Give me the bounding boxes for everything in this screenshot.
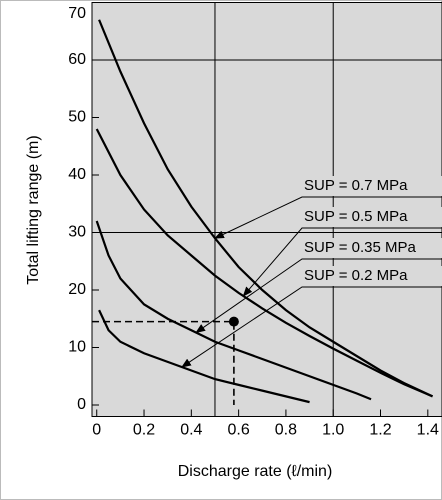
x-tick-label: 1.2 <box>369 422 391 439</box>
x-tick-label: 0 <box>92 422 101 439</box>
x-axis-title: Discharge rate (ℓ/min) <box>178 463 333 480</box>
y-tick-label: 50 <box>68 109 86 126</box>
x-tick-label: 1.4 <box>417 422 439 439</box>
series-label: SUP = 0.7 MPa <box>304 177 408 194</box>
y-tick-label: 40 <box>68 166 86 183</box>
x-tick-label: 1.0 <box>322 422 344 439</box>
x-tick-label: 0.2 <box>133 422 155 439</box>
y-axis-title: Total lifting range (m) <box>25 135 42 284</box>
label-bg <box>302 176 442 196</box>
series-line <box>95 220 372 401</box>
x-tick-label: 0.6 <box>227 422 249 439</box>
leader-arrow <box>195 258 442 334</box>
label-bg <box>302 207 442 227</box>
series-line <box>95 128 433 398</box>
series-line <box>98 309 310 404</box>
marker-point <box>228 316 239 327</box>
leader-arrow <box>242 227 442 297</box>
y-tick-label: 60 <box>68 51 86 68</box>
leader-arrow <box>181 286 442 368</box>
series-line <box>98 19 434 398</box>
y-tick-label: 30 <box>68 224 86 241</box>
x-tick-label: 0.4 <box>180 422 202 439</box>
y-tick-label: 0 <box>77 396 86 413</box>
y-tick-label: 70 <box>68 5 86 22</box>
series-label: SUP = 0.35 MPa <box>304 239 417 256</box>
guide-line <box>92 320 235 405</box>
y-tick-label: 10 <box>68 339 86 356</box>
y-tick-label: 20 <box>68 281 86 298</box>
leader-arrow <box>214 196 442 239</box>
label-bg <box>302 238 442 258</box>
series-label: SUP = 0.2 MPa <box>304 267 408 284</box>
label-bg <box>302 266 442 286</box>
x-tick-label: 0.8 <box>275 422 297 439</box>
series-label: SUP = 0.5 MPa <box>304 208 408 225</box>
